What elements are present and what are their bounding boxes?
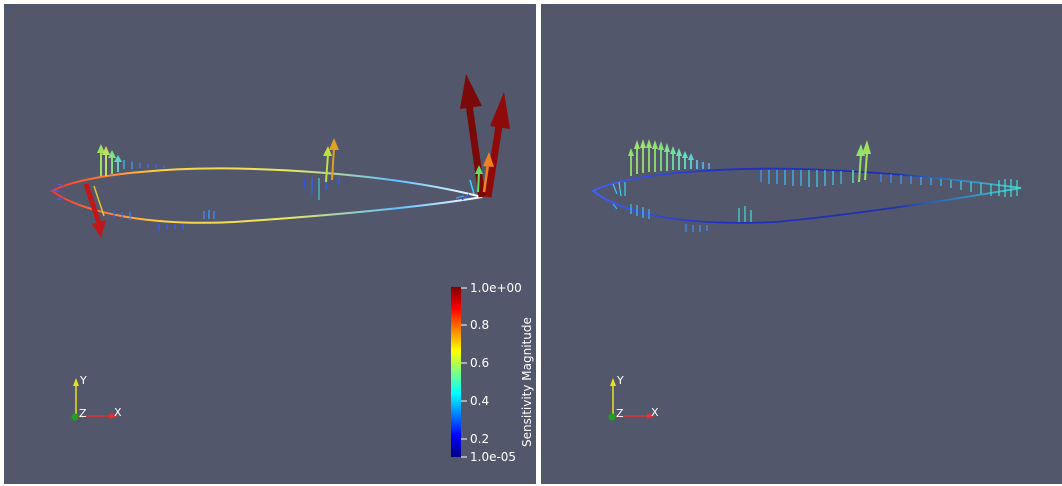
axis-x-label: X — [651, 406, 659, 419]
axis-z-marker — [71, 413, 79, 421]
axis-z-label: Z — [79, 407, 87, 420]
glyph-cluster-upper-aft — [760, 170, 1018, 197]
colorbar-tick: 0.6 — [470, 356, 489, 370]
render-canvas-right[interactable]: Y Z X — [541, 4, 1062, 484]
orientation-axes-left: Y Z X — [71, 374, 122, 421]
render-view-right[interactable]: Y Z X — [541, 4, 1062, 484]
color-legend: 1.0e+00 0.8 0.6 0.4 0.2 1.0e-05 Sensitiv… — [451, 281, 534, 464]
colorbar-title: Sensitivity Magnitude — [520, 317, 534, 447]
colorbar-tick-min: 1.0e-05 — [470, 450, 516, 464]
colorbar-tick-max: 1.0e+00 — [470, 281, 522, 295]
glyph-leading-edge-red — [83, 183, 106, 238]
colorbar-tick: 0.2 — [470, 432, 489, 446]
glyph-cluster-mid — [323, 138, 339, 183]
airfoil-outline — [591, 167, 1022, 224]
axis-z-marker — [608, 413, 616, 421]
glyph-trailing-edge-big — [460, 74, 510, 198]
glyph-cluster-leading — [97, 144, 122, 176]
glyph-cluster-mid — [852, 140, 871, 183]
orientation-axes-right: Y Z X — [608, 374, 659, 421]
axis-y-label: Y — [79, 374, 87, 387]
axis-y-label: Y — [616, 374, 624, 387]
render-canvas-left[interactable]: Y Z X 1.0e+00 0.8 0.6 0.4 0.2 1.0e-05 Se… — [4, 4, 536, 484]
colorbar-tick: 0.4 — [470, 394, 489, 408]
colorbar-gradient — [451, 287, 461, 457]
glyph-cluster-lower — [612, 181, 752, 232]
airfoil-outline — [50, 167, 483, 224]
glyph-cluster-upper — [628, 139, 710, 176]
axis-z-label: Z — [616, 407, 624, 420]
glyph-cluster-small — [52, 160, 470, 231]
render-view-left[interactable]: Y Z X 1.0e+00 0.8 0.6 0.4 0.2 1.0e-05 Se… — [4, 4, 536, 484]
colorbar-tick: 0.8 — [470, 318, 489, 332]
axis-x-label: X — [114, 406, 122, 419]
view-divider[interactable] — [537, 0, 540, 486]
